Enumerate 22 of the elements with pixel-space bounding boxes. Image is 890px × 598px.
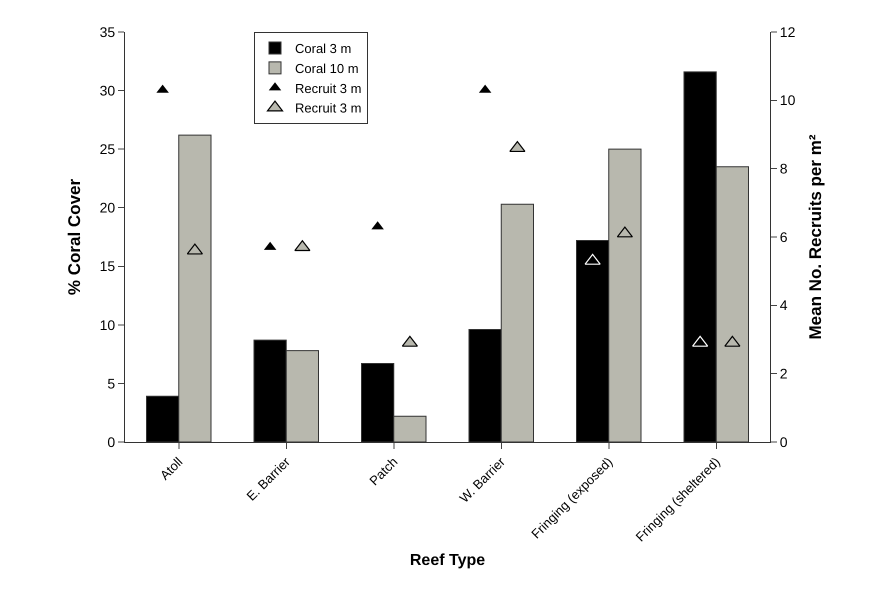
y-tick-label: 25 <box>100 141 116 158</box>
y-tick-label: 15 <box>100 258 116 274</box>
y2-tick-label: 10 <box>780 92 796 108</box>
y-tick-label: 35 <box>100 24 116 40</box>
legend-label: Recruit 3 m <box>295 80 362 96</box>
y2-tick-label: 2 <box>780 366 788 382</box>
legend-label: Coral 3 m <box>295 41 352 56</box>
y2-tick-label: 4 <box>780 297 788 314</box>
y-tick-label: 10 <box>100 316 116 333</box>
legend-label: Coral 10 m <box>295 60 359 76</box>
y2-tick-label: 12 <box>780 24 796 40</box>
y-axis-title: % Coral Cover <box>65 178 84 296</box>
x-axis-title: Reef Type <box>410 552 486 570</box>
y2-tick-label: 8 <box>780 160 788 177</box>
y2-axis-title: Mean No. Recruits per m² <box>806 134 825 340</box>
y2-tick-label: 0 <box>780 434 788 450</box>
legend-label: Recruit 3 m <box>295 100 362 116</box>
y-tick-label: 20 <box>100 200 116 216</box>
y-tick-label: 5 <box>107 375 116 392</box>
y-tick-label: 0 <box>107 434 116 450</box>
y2-tick-label: 6 <box>780 228 788 245</box>
y-tick-label: 30 <box>100 82 116 98</box>
